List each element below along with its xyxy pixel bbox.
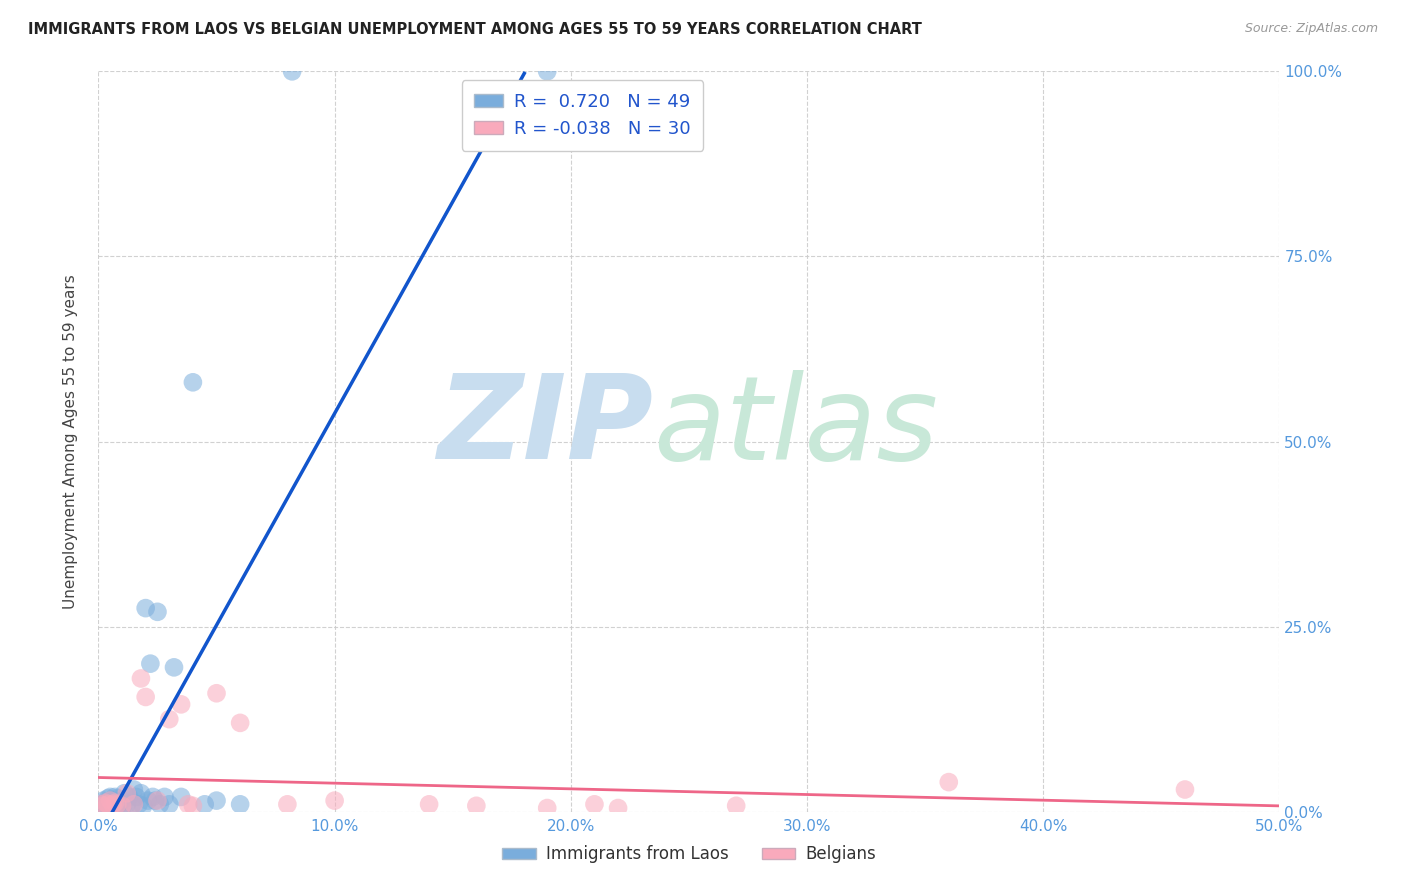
Point [136,794,159,808]
Point [94,796,117,810]
Point [105,798,128,813]
Y-axis label: Unemployment Among Ages 55 to 59 years: Unemployment Among Ages 55 to 59 years [63,274,77,609]
Point [90,801,112,815]
Point [122,782,145,797]
Point [94,796,117,810]
Point [418,797,440,812]
Point [104,796,127,810]
Point [607,801,630,815]
Point [205,686,228,700]
Point [122,797,145,812]
Point [128,797,150,812]
Point [105,791,128,805]
Point [1174,782,1197,797]
Point [98,794,121,808]
Point [91,801,114,815]
Point [112,786,135,800]
Point [125,789,148,804]
Point [177,797,200,812]
Point [101,798,124,813]
Point [104,797,127,812]
Point [205,794,228,808]
Point [153,789,176,804]
Point [181,376,204,390]
Point [129,786,152,800]
Point [135,690,157,704]
Point [149,797,172,812]
Point [91,798,114,813]
Point [111,801,134,815]
Point [94,798,117,813]
Text: Source: ZipAtlas.com: Source: ZipAtlas.com [1244,22,1378,36]
Point [194,797,217,812]
Point [97,801,120,815]
Point [163,660,186,674]
Point [142,789,165,804]
Point [91,797,114,812]
Point [229,797,252,812]
Point [135,601,157,615]
Point [97,797,120,812]
Point [104,789,127,804]
Point [118,789,141,804]
Point [229,715,252,730]
Point [465,798,488,813]
Point [139,657,162,671]
Point [90,797,112,812]
Point [146,605,169,619]
Point [157,712,180,726]
Point [129,672,152,686]
Text: IMMIGRANTS FROM LAOS VS BELGIAN UNEMPLOYMENT AMONG AGES 55 TO 59 YEARS CORRELATI: IMMIGRANTS FROM LAOS VS BELGIAN UNEMPLOY… [28,22,922,37]
Point [583,797,606,812]
Point [121,798,143,813]
Point [536,801,558,815]
Point [94,801,117,815]
Point [170,789,193,804]
Point [115,797,138,812]
Point [97,791,120,805]
Point [111,794,134,808]
Point [97,797,120,812]
Point [938,775,960,789]
Text: atlas: atlas [654,369,939,483]
Point [181,798,204,813]
Point [281,64,304,78]
Point [323,794,346,808]
Point [98,801,121,815]
Point [157,797,180,812]
Legend: Immigrants from Laos, Belgians: Immigrants from Laos, Belgians [495,838,883,870]
Point [90,797,112,812]
Point [536,64,558,78]
Point [101,794,124,808]
Point [111,798,134,813]
Point [98,789,121,804]
Point [276,797,298,812]
Point [105,797,128,812]
Point [146,794,169,808]
Point [132,798,155,813]
Point [725,798,748,813]
Point [170,698,193,712]
Point [98,797,121,812]
Point [115,786,138,800]
Point [108,796,131,810]
Point [143,794,166,808]
Point [101,797,124,812]
Text: ZIP: ZIP [437,369,654,484]
Point [91,794,114,808]
